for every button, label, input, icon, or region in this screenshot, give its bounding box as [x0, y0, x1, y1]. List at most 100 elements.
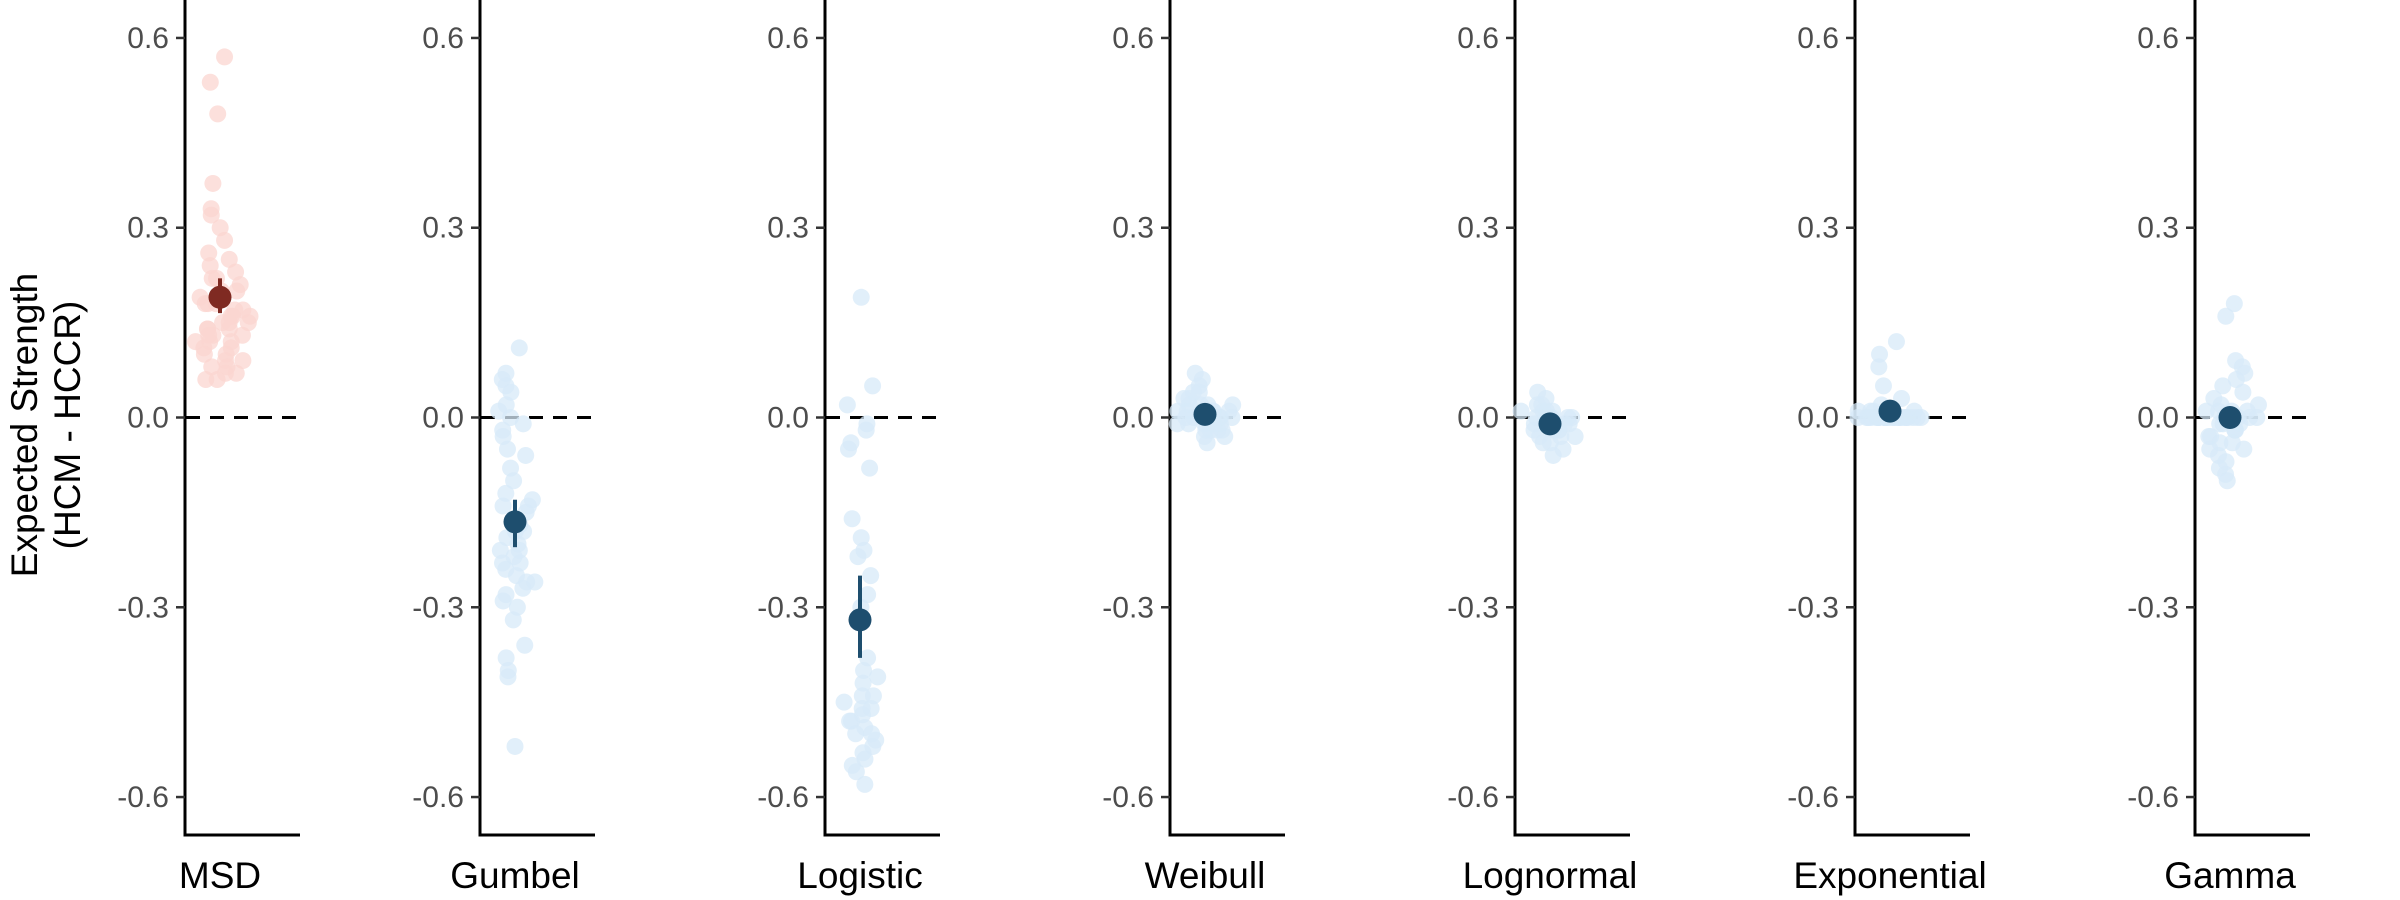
data-point — [216, 48, 234, 66]
data-point — [510, 339, 528, 357]
data-point — [2234, 383, 2252, 401]
data-point — [1870, 358, 1888, 376]
data-point — [494, 592, 512, 610]
data-point — [197, 371, 215, 389]
data-point — [839, 440, 857, 458]
panel-gumbel: 0.6 0.3 0.0 -0.3 -0.6 Gumbel — [412, 0, 595, 896]
mean-point — [208, 285, 232, 309]
data-point — [841, 712, 859, 730]
y-tick-label: -0.6 — [1102, 781, 1154, 814]
y-tick-label: 0.0 — [1112, 402, 1154, 435]
panel-weibull: 0.6 0.3 0.0 -0.3 -0.6 Weibull — [1102, 0, 1285, 896]
data-point — [498, 440, 516, 458]
data-point — [1201, 421, 1219, 439]
data-point — [864, 377, 882, 395]
data-point — [1224, 396, 1242, 414]
data-point — [202, 206, 220, 224]
data-point — [862, 699, 880, 717]
data-point — [201, 257, 219, 275]
data-point — [1512, 402, 1530, 420]
y-tick-label: -0.3 — [1447, 591, 1499, 624]
y-tick-label: -0.3 — [757, 591, 809, 624]
y-tick-label: -0.3 — [117, 591, 169, 624]
data-point — [838, 396, 856, 414]
mean-point — [1193, 402, 1217, 426]
data-point — [204, 326, 222, 344]
data-point — [1566, 427, 1584, 445]
mean-point — [2218, 406, 2242, 429]
data-point — [1862, 409, 1880, 426]
data-point — [843, 510, 861, 528]
data-point — [861, 459, 879, 477]
y-tick-label: -0.6 — [2127, 781, 2179, 814]
data-point — [209, 105, 227, 123]
y-axis-title-line-2: (HCM - HCCR) — [47, 301, 88, 550]
data-point — [220, 250, 238, 268]
data-point — [856, 750, 874, 768]
data-point — [2248, 409, 2266, 426]
data-point — [497, 484, 515, 502]
mean-point — [848, 608, 872, 632]
data-point — [1534, 434, 1552, 452]
data-point — [863, 725, 881, 743]
data-point — [511, 554, 529, 572]
y-tick-label: 0.0 — [2137, 402, 2179, 435]
data-point — [514, 415, 532, 433]
panel-label: Logistic — [797, 855, 922, 896]
data-point — [856, 775, 874, 793]
y-tick-label: 0.0 — [1797, 402, 1839, 435]
data-point — [526, 573, 544, 591]
y-tick-label: 0.6 — [127, 22, 169, 55]
data-point — [854, 674, 872, 692]
mean-point — [1878, 399, 1902, 423]
y-tick-label: 0.0 — [767, 402, 809, 435]
data-point — [847, 763, 865, 781]
data-point — [497, 649, 515, 667]
y-tick-label: 0.0 — [1457, 402, 1499, 435]
panel-label: Gamma — [2164, 855, 2296, 896]
data-point — [2214, 377, 2232, 395]
data-point — [1887, 333, 1905, 351]
data-point — [491, 541, 509, 559]
data-point — [2218, 472, 2236, 490]
panel-label: Weibull — [1145, 855, 1266, 896]
y-axis-title-line-1: Expected Strength — [4, 273, 45, 577]
panel-label: Gumbel — [450, 855, 580, 896]
mean-point — [1538, 412, 1562, 436]
y-tick-label: 0.6 — [2137, 22, 2179, 55]
data-point — [849, 548, 867, 566]
data-point — [506, 737, 524, 755]
y-axis-title: Expected Strength(HCM - HCCR) — [4, 273, 88, 577]
panel-lognormal: 0.6 0.3 0.0 -0.3 -0.6 Lognormal — [1447, 0, 1637, 896]
data-point — [859, 586, 877, 604]
data-point — [1216, 427, 1234, 445]
panels-group: 0.6 0.3 0.0 -0.3 -0.6 MSD 0.6 0.3 0.0 -0.3 -0.6 Gum… — [117, 0, 2310, 896]
data-point — [195, 345, 213, 363]
y-tick-label: 0.3 — [1112, 212, 1154, 245]
data-point — [234, 352, 252, 370]
data-point — [494, 497, 512, 515]
data-point — [204, 174, 222, 192]
data-point — [502, 409, 520, 426]
data-point — [2217, 307, 2235, 325]
y-tick-label: 0.3 — [2137, 212, 2179, 245]
y-tick-label: 0.3 — [1797, 212, 1839, 245]
panel-label: MSD — [179, 855, 261, 896]
data-point — [228, 282, 246, 300]
y-tick-label: 0.0 — [422, 402, 464, 435]
panel-msd: 0.6 0.3 0.0 -0.3 -0.6 MSD — [117, 0, 300, 896]
y-tick-label: -0.6 — [1447, 781, 1499, 814]
data-point — [1223, 409, 1241, 426]
y-tick-label: 0.3 — [127, 212, 169, 245]
panel-gamma: 0.6 0.3 0.0 -0.3 -0.6 Gamma — [2127, 0, 2310, 896]
y-axis-title-text: Expected Strength(HCM - HCCR) — [4, 273, 88, 577]
data-point — [187, 333, 205, 351]
y-tick-label: 0.6 — [1797, 22, 1839, 55]
data-point — [1560, 415, 1578, 433]
y-tick-label: 0.6 — [767, 22, 809, 55]
data-point — [2197, 402, 2215, 420]
data-point — [220, 320, 238, 338]
y-tick-label: 0.6 — [1112, 22, 1154, 55]
data-point — [517, 446, 535, 464]
